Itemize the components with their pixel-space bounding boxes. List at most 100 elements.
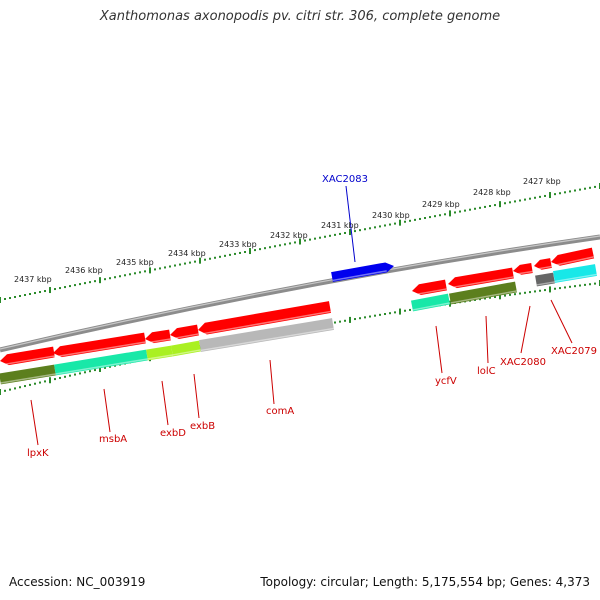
- gene-red-feature[interactable]: [198, 301, 332, 336]
- gene-red-feature-body[interactable]: [145, 329, 171, 344]
- gene-red-feature[interactable]: [0, 346, 55, 366]
- inner-minor-tick: [389, 312, 391, 315]
- outer-minor-tick: [4, 298, 6, 301]
- gene-red-feature[interactable]: [53, 332, 146, 358]
- gene-red-feature-body[interactable]: [448, 267, 514, 289]
- gene-label-xac2079[interactable]: XAC2079: [551, 346, 597, 357]
- gene-xac2080-feature[interactable]: [535, 272, 555, 287]
- gene-xac2080-feature-shine: [536, 281, 555, 286]
- outer-minor-tick: [329, 234, 331, 237]
- gene-ycfv-feature-shine: [412, 302, 450, 311]
- outer-major-tick: [99, 277, 101, 284]
- outer-minor-tick: [479, 206, 481, 209]
- gene-msba-feature[interactable]: [54, 349, 148, 376]
- gene-red-feature[interactable]: [551, 247, 595, 267]
- gene-red-feature-shine: [448, 276, 514, 289]
- leader-xac2083: [345, 185, 356, 263]
- gene-red-feature-body[interactable]: [198, 301, 332, 335]
- gene-exbb-feature[interactable]: [171, 340, 201, 357]
- gene-label-xac2083[interactable]: XAC2083: [322, 174, 368, 185]
- gene-lolc-feature[interactable]: [449, 281, 517, 305]
- outer-minor-tick: [404, 220, 406, 223]
- gene-red-feature-body[interactable]: [534, 258, 552, 270]
- inner-minor-tick: [24, 385, 26, 388]
- gene-xac2080-feature-body[interactable]: [535, 272, 555, 287]
- gene-ycfv-feature[interactable]: [410, 293, 451, 312]
- gene-red-feature[interactable]: [412, 279, 447, 296]
- gene-xac2083-feature[interactable]: [331, 262, 394, 282]
- gene-xac2083-feature-body[interactable]: [331, 262, 394, 282]
- inner-minor-tick: [504, 294, 506, 297]
- gene-msba-feature-shine: [55, 358, 148, 375]
- kbp-scale: 2437 kbp 2436 kbp 2435 kbp 2434 kbp 2433…: [14, 177, 561, 284]
- inner-major-tick: [0, 389, 1, 395]
- gene-red-feature-body[interactable]: [412, 279, 447, 296]
- gene-label-xac2080[interactable]: XAC2080: [500, 357, 546, 368]
- gene-red-feature[interactable]: [513, 263, 533, 276]
- inner-minor-tick: [589, 283, 591, 286]
- gene-ycfv-feature-body[interactable]: [410, 293, 451, 312]
- inner-major-tick: [99, 365, 101, 372]
- inner-minor-tick: [374, 314, 376, 317]
- outer-minor-tick: [284, 243, 286, 246]
- gene-features[interactable]: [0, 247, 597, 385]
- outer-minor-tick: [304, 239, 306, 242]
- kbp-label: 2431 kbp: [321, 221, 359, 230]
- outer-major-tick: [199, 257, 201, 264]
- outer-minor-tick: [519, 199, 521, 202]
- gene-label-ycfv[interactable]: ycfV: [435, 376, 457, 387]
- gene-label-lolc[interactable]: lolC: [477, 366, 496, 377]
- outer-major-tick: [149, 267, 151, 274]
- gene-label-coma[interactable]: comA: [266, 406, 294, 417]
- gene-coma-feature-body[interactable]: [199, 318, 334, 352]
- gene-label-exbd[interactable]: exbD: [160, 428, 186, 439]
- outer-minor-tick: [509, 201, 511, 204]
- gene-label-lpxk[interactable]: lpxK: [27, 448, 49, 459]
- kbp-label: 2436 kbp: [65, 266, 103, 275]
- gene-red-feature-shine: [170, 333, 199, 340]
- outer-minor-tick: [384, 224, 386, 227]
- gene-labels[interactable]: XAC2083 lpxK msbA exbD exbB comA ycfV lo…: [27, 174, 597, 459]
- outer-minor-tick: [409, 219, 411, 222]
- gene-lpxk-feature-body[interactable]: [0, 364, 56, 385]
- gene-red-feature[interactable]: [448, 267, 514, 289]
- gene-coma-feature[interactable]: [199, 318, 334, 352]
- gene-exbb-feature-body[interactable]: [171, 340, 201, 357]
- outer-minor-tick: [344, 231, 346, 234]
- gene-msba-feature-body[interactable]: [54, 349, 148, 376]
- inner-minor-tick: [519, 292, 521, 295]
- gene-red-feature-body[interactable]: [551, 247, 595, 266]
- leader-lpxk: [30, 399, 39, 446]
- outer-minor-tick: [504, 202, 506, 205]
- gene-red-feature-body[interactable]: [0, 346, 55, 366]
- gene-xac2079-feature[interactable]: [553, 264, 597, 283]
- gene-xac2079-feature-body[interactable]: [553, 264, 597, 283]
- gene-red-feature[interactable]: [145, 329, 171, 344]
- gene-red-feature-body[interactable]: [170, 324, 199, 340]
- gene-red-feature[interactable]: [534, 258, 552, 271]
- gene-red-feature-body[interactable]: [513, 263, 533, 275]
- outer-minor-tick: [179, 263, 181, 266]
- inner-minor-tick: [489, 296, 491, 299]
- outer-minor-tick: [239, 251, 241, 254]
- inner-minor-tick: [409, 308, 411, 311]
- gene-red-feature-body[interactable]: [53, 332, 146, 358]
- gene-red-feature[interactable]: [170, 324, 199, 340]
- gene-label-msba[interactable]: msbA: [99, 434, 127, 445]
- outer-minor-tick: [319, 236, 321, 239]
- kbp-label: 2432 kbp: [270, 231, 308, 240]
- genome-backbone: [0, 234, 600, 353]
- gene-lpxk-feature[interactable]: [0, 364, 56, 385]
- gene-exbd-feature[interactable]: [146, 345, 173, 361]
- gene-label-exbb[interactable]: exbB: [190, 421, 215, 432]
- outer-minor-tick: [104, 278, 106, 281]
- gene-lolc-feature-shine: [450, 290, 517, 304]
- outer-minor-tick: [9, 297, 11, 300]
- gene-exbb-feature-shine: [172, 349, 201, 356]
- gene-lolc-feature-body[interactable]: [449, 281, 517, 305]
- outer-minor-tick: [64, 286, 66, 289]
- outer-minor-tick: [559, 192, 561, 195]
- inner-minor-tick: [64, 375, 66, 378]
- gene-exbd-feature-body[interactable]: [146, 345, 173, 361]
